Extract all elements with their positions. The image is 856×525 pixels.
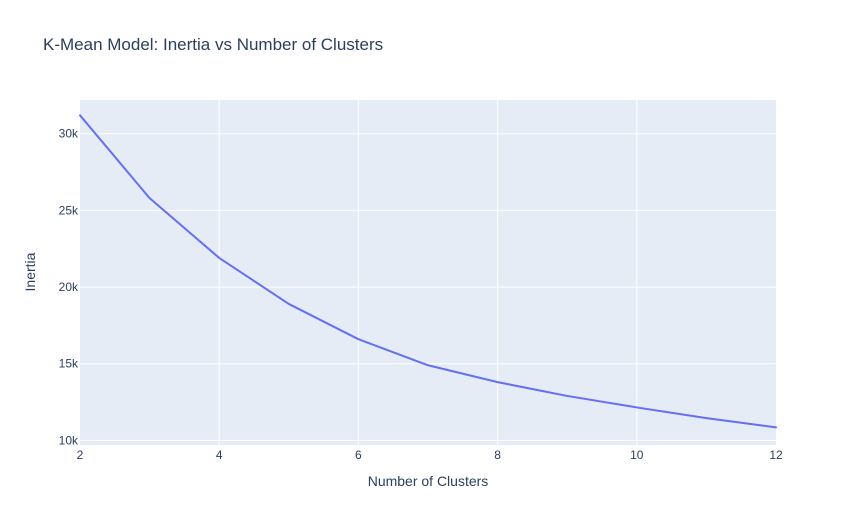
- y-gridlines: [80, 133, 776, 441]
- plot-area: [80, 100, 776, 445]
- y-tick-label: 10k: [59, 433, 79, 447]
- x-tick-label: 6: [355, 448, 362, 462]
- y-tick-label: 15k: [59, 357, 79, 371]
- y-tick-label: 30k: [59, 127, 79, 141]
- x-tick-label: 12: [769, 448, 783, 462]
- y-tick-label: 25k: [59, 203, 79, 217]
- chart-title: K-Mean Model: Inertia vs Number of Clust…: [43, 35, 383, 54]
- y-tick-labels: 10k 15k 20k 25k 30k: [59, 127, 79, 448]
- x-tick-label: 8: [494, 448, 501, 462]
- x-tick-label: 4: [216, 448, 223, 462]
- y-axis-label: Inertia: [22, 252, 38, 291]
- y-tick-label: 20k: [59, 280, 79, 294]
- x-gridlines: [218, 100, 638, 445]
- x-tick-label: 2: [77, 448, 84, 462]
- x-axis-label: Number of Clusters: [368, 473, 489, 489]
- x-tick-labels: 2 4 6 8 10 12: [77, 448, 783, 462]
- series-layer: [79, 114, 777, 429]
- x-tick-label: 10: [630, 448, 644, 462]
